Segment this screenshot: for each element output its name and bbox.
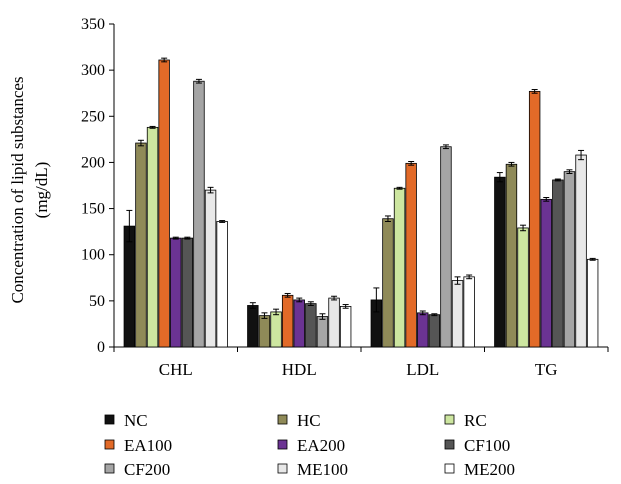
y-tick-label: 300 [81,62,105,79]
bar-ea100-ldl [405,162,417,348]
legend-swatch [104,463,115,474]
x-category-label: LDL [406,360,439,379]
bar-me200-hdl [339,305,352,348]
legend-item-ea200: EA200 [277,436,345,455]
legend-item-nc: NC [104,411,148,430]
legend-item-me200: ME200 [444,460,515,479]
y-axis-title-line1: Concentration of lipid substances [8,76,27,303]
bar-me100-tg [575,154,587,348]
y-tick-label: 350 [81,16,105,33]
y-axis-title-line2: (mg/dL) [32,162,51,219]
legend-label: ME100 [297,460,348,479]
bar-me200-chl [216,221,228,348]
y-tick-label: 100 [81,247,105,264]
bar-rc-hdl [270,311,282,348]
legend-item-cf200: CF200 [104,460,170,479]
bar-cf100-hdl [305,303,317,348]
bar-cf100-tg [552,179,564,348]
bar-me100-chl [204,189,217,348]
bar-ea200-tg [540,198,552,348]
bar-cf100-chl [181,237,194,348]
legend-item-hc: HC [277,411,321,430]
legend-label: EA200 [297,436,345,455]
bar-me200-ldl [463,276,475,348]
bar-ea100-hdl [281,294,294,348]
bar-cf200-hdl [316,316,329,348]
bar-nc-tg [494,176,506,348]
y-tick-label: 150 [81,201,105,218]
bar-ea200-hdl [293,299,305,348]
legend-item-ea100: EA100 [104,436,172,455]
legend-item-cf100: CF100 [444,436,510,455]
legend-label: CF200 [124,460,170,479]
bar-rc-chl [146,126,159,348]
legend-swatch [104,439,115,450]
legend: NC HC RC EA100 EA200 CF100 CF200 ME100 ME200 [104,411,515,479]
axes: 0 50 100 150 200 250 300 350 CHL HDL LDL TG [81,16,609,379]
legend-swatch [277,463,288,474]
legend-swatch [277,414,288,425]
bar-me200-tg [586,258,599,348]
bar-ea100-tg [528,90,541,348]
y-tick-label: 50 [89,293,105,310]
bar-me100-hdl [328,297,340,348]
legend-swatch [277,439,288,450]
y-tick-label: 0 [97,339,105,356]
bar-me100-ldl [451,280,464,348]
legend-label: HC [297,411,321,430]
bar-hc-hdl [258,315,271,348]
legend-item-me100: ME100 [277,460,348,479]
bar-cf200-chl [193,80,205,348]
legend-swatch [444,439,455,450]
y-axis-title: Concentration of lipid substances (mg/dL… [8,76,51,303]
bar-ea100-chl [158,59,170,348]
bar-rc-tg [517,227,529,348]
bar-hc-ldl [382,218,394,348]
legend-swatch [104,414,115,425]
bar-nc-chl [123,225,136,348]
bar-ea200-ldl [417,312,429,348]
legend-label: ME200 [464,460,515,479]
bar-cf100-ldl [428,314,441,348]
legend-label: RC [464,411,487,430]
legend-label: NC [124,411,148,430]
bar-rc-ldl [393,187,406,348]
legend-item-rc: RC [444,411,487,430]
bar-ea200-chl [170,237,182,348]
bar-cf200-tg [563,171,576,348]
bar-hc-tg [505,163,518,348]
bar-nc-hdl [247,305,259,348]
legend-swatch [444,414,455,425]
bar-hc-chl [135,142,147,348]
y-tick-label: 200 [81,154,105,171]
y-tick-label: 250 [81,108,105,125]
x-category-label: TG [535,360,558,379]
legend-label: CF100 [464,436,510,455]
x-category-label: CHL [159,360,193,379]
bars [123,57,599,348]
legend-swatch [444,463,455,474]
legend-label: EA100 [124,436,172,455]
bar-cf200-ldl [440,146,452,348]
x-category-label: HDL [282,360,317,379]
